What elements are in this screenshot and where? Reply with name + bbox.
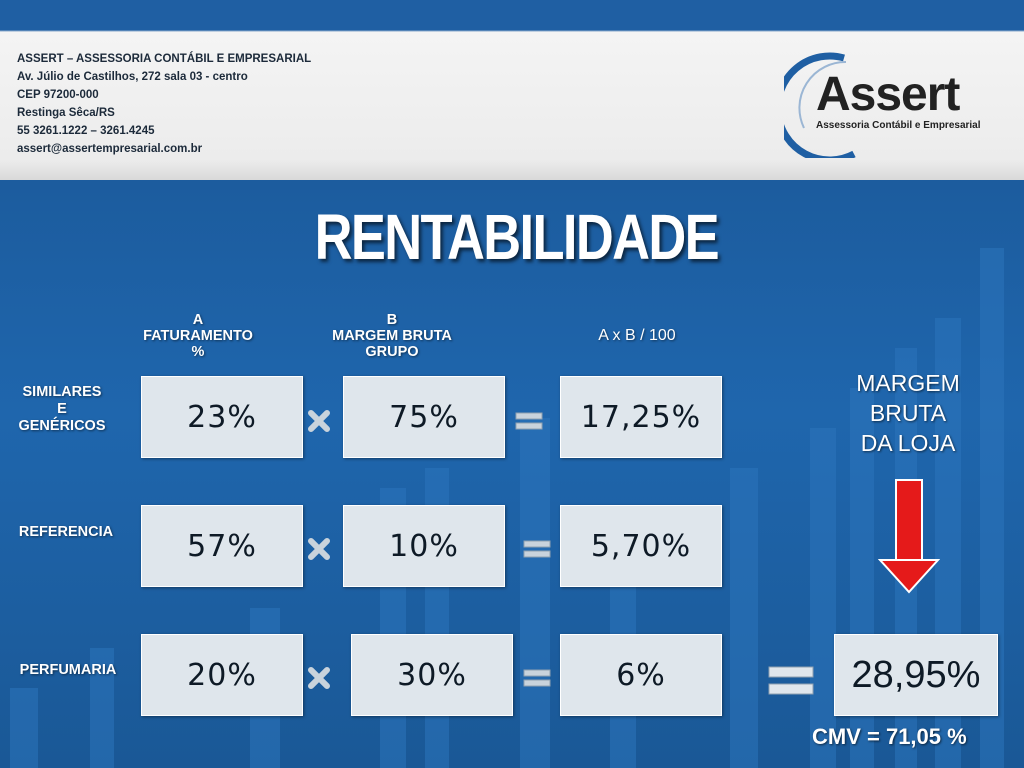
company-address: ASSERT – ASSESSORIA CONTÁBIL E EMPRESARI…: [17, 50, 311, 158]
down-arrow-icon: [878, 479, 940, 594]
background-bar: [520, 418, 550, 768]
row-label-line: E: [57, 401, 67, 417]
value-a-row3: 20%: [141, 634, 303, 716]
assert-logo: Assert Assessoria Contábil e Empresarial: [784, 48, 994, 158]
summary-label-line: DA LOJA: [860, 430, 956, 456]
multiply-icon: [308, 667, 330, 689]
value-b-row3: 30%: [351, 634, 513, 716]
address-line: ASSERT – ASSESSORIA CONTÁBIL E EMPRESARI…: [17, 53, 312, 65]
address-line: CEP 97200-000: [17, 89, 99, 101]
address-line: 55 3261.1222 – 3261.4245: [17, 125, 155, 137]
equals-icon: [515, 412, 543, 430]
row-label-line: SIMILARES: [22, 384, 102, 400]
row-label-line: REFERENCIA: [18, 524, 114, 540]
letterhead: ASSERT – ASSESSORIA CONTÁBIL E EMPRESARI…: [0, 0, 1024, 180]
background-bar: [810, 428, 836, 768]
multiply-icon: [308, 538, 330, 560]
summary-label-line: MARGEM: [856, 370, 960, 396]
background-bar: [10, 688, 38, 768]
row-label-line: GENÉRICOS: [18, 418, 106, 434]
margem-bruta-loja-label: MARGEM BRUTA DA LOJA: [838, 368, 978, 458]
background-bar: [90, 648, 114, 768]
background-bar: [730, 468, 758, 768]
equals-icon: [523, 540, 551, 558]
column-letter: A: [192, 312, 204, 328]
column-subtitle: GRUPO: [365, 344, 419, 360]
column-letter: B: [386, 312, 398, 328]
logo-swoosh-icon: [784, 52, 856, 158]
column-title: MARGEM BRUTA: [332, 328, 452, 344]
equals-icon: [523, 669, 551, 687]
result-row1: 17,25%: [560, 376, 722, 458]
row-label-line: PERFUMARIA: [19, 662, 117, 678]
result-row3: 6%: [560, 634, 722, 716]
equals-icon: [768, 666, 814, 695]
page-title: RENTABILIDADE: [314, 201, 720, 273]
summary-label-line: BRUTA: [869, 400, 947, 426]
row-label-similares: SIMILARES E GENÉRICOS: [6, 384, 118, 435]
logo-tagline: Assessoria Contábil e Empresarial: [816, 120, 981, 131]
value-b-row1: 75%: [343, 376, 505, 458]
column-header-a: A FATURAMENTO %: [128, 312, 268, 360]
address-line: assert@assertempresarial.com.br: [17, 143, 203, 155]
margem-bruta-total: 28,95%: [834, 634, 998, 716]
value-b-row2: 10%: [343, 505, 505, 587]
logo-wordmark: Assert: [816, 68, 960, 121]
multiply-icon: [308, 410, 330, 432]
result-row2: 5,70%: [560, 505, 722, 587]
cmv-value: CMV = 71,05 %: [812, 724, 967, 749]
address-line: Restinga Sêca/RS: [17, 107, 115, 119]
column-subtitle: %: [191, 344, 205, 360]
row-label-perfumaria: PERFUMARIA: [6, 662, 130, 679]
row-label-referencia: REFERENCIA: [6, 524, 126, 541]
column-header-b: B MARGEM BRUTA GRUPO: [312, 312, 472, 360]
value-a-row1: 23%: [141, 376, 303, 458]
column-header-c: A x B / 100: [598, 327, 676, 344]
value-a-row2: 57%: [141, 505, 303, 587]
address-line: Av. Júlio de Castilhos, 272 sala 03 - ce…: [17, 71, 248, 83]
column-title: FATURAMENTO: [143, 328, 253, 344]
